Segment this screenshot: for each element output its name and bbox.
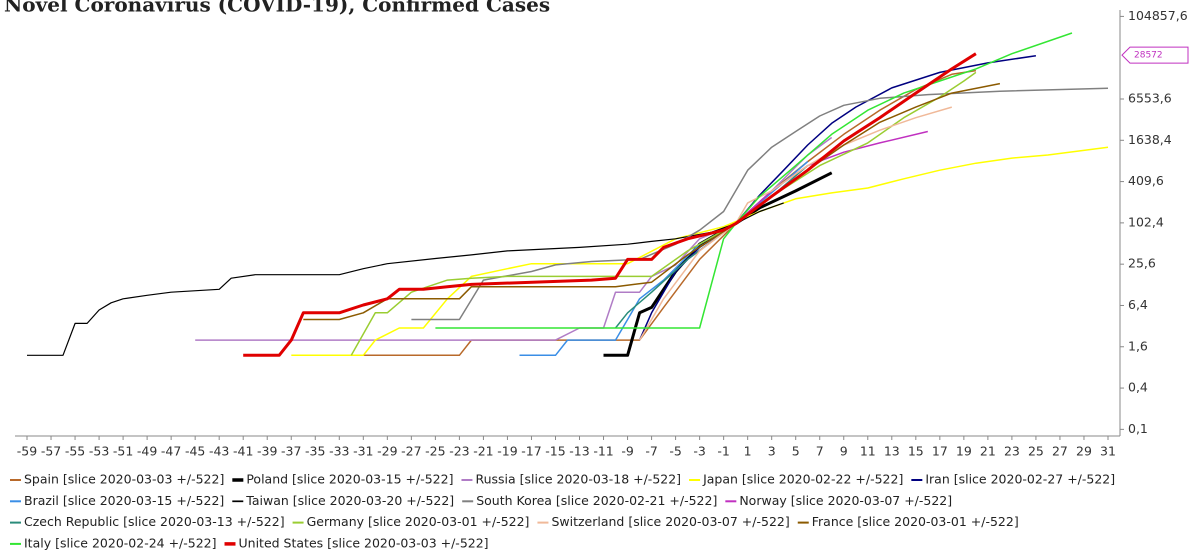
- x-tick-label: -13: [569, 444, 589, 459]
- x-tick-label: 21: [980, 444, 996, 459]
- series-line: [411, 87, 1109, 321]
- series-line: [638, 106, 953, 341]
- legend-label: Czech Republic [slice 2020-03-13 +/-522]: [24, 514, 285, 529]
- x-tick-label: -41: [233, 444, 253, 459]
- x-tick-label: -17: [521, 444, 541, 459]
- x-tick-label: 27: [1052, 444, 1068, 459]
- x-tick-label: -19: [497, 444, 517, 459]
- x-tick-label: 19: [956, 444, 972, 459]
- series-line: [339, 69, 977, 357]
- legend-label: Italy [slice 2020-02-24 +/-522]: [24, 535, 217, 550]
- x-tick-label: 7: [816, 444, 824, 459]
- x-tick-label: -3: [693, 444, 705, 459]
- x-tick-label: 25: [1028, 444, 1044, 459]
- x-tick-label: 3: [768, 444, 776, 459]
- legend-label: Poland [slice 2020-03-15 +/-522]: [246, 472, 453, 487]
- x-tick-label: -29: [377, 444, 397, 459]
- series-line: [243, 52, 977, 357]
- x-tick-label: -1: [717, 444, 729, 459]
- x-tick-label: -37: [281, 444, 301, 459]
- x-tick-label: -9: [621, 444, 634, 459]
- series-line: [638, 54, 1037, 341]
- legend-label: Switzerland [slice 2020-03-07 +/-522]: [551, 514, 789, 529]
- marker-callout: [1121, 46, 1189, 64]
- y-tick-label: 6553,6: [1128, 90, 1172, 105]
- y-tick-label: 0,1: [1128, 421, 1148, 436]
- legend-label: Brazil [slice 2020-03-15 +/-522]: [24, 493, 224, 508]
- x-tick-label: -51: [113, 444, 133, 459]
- x-tick-label: -45: [185, 444, 205, 459]
- y-tick-label: 1,6: [1128, 338, 1148, 353]
- x-tick-label: -25: [425, 444, 445, 459]
- y-tick-label: 104857,6: [1128, 8, 1188, 23]
- chart-title: Novel Coronavirus (COVID-19), Confirmed …: [4, 0, 550, 17]
- legend-label: United States [slice 2020-03-03 +/-522]: [239, 535, 489, 550]
- legend-label: Taiwan [slice 2020-03-20 +/-522]: [245, 493, 454, 508]
- x-tick-label: -31: [353, 444, 373, 459]
- series-line: [27, 202, 784, 356]
- x-tick-label: -57: [41, 444, 61, 459]
- x-tick-label: -27: [401, 444, 421, 459]
- x-tick-label: -33: [329, 444, 349, 459]
- legend-label: Russia [slice 2020-03-18 +/-522]: [475, 472, 681, 487]
- y-tick-label: 409,6: [1128, 173, 1164, 188]
- x-tick-label: 15: [908, 444, 924, 459]
- marker-label: 28572: [1134, 51, 1163, 61]
- x-tick-label: -35: [305, 444, 325, 459]
- x-tick-label: -47: [161, 444, 181, 459]
- x-tick-label: 9: [840, 444, 848, 459]
- x-tick-label: 17: [932, 444, 948, 459]
- x-tick-label: -5: [669, 444, 681, 459]
- legend-label: Iran [slice 2020-02-27 +/-522]: [925, 472, 1115, 487]
- legend-label: South Korea [slice 2020-02-21 +/-522]: [476, 493, 717, 508]
- y-tick-label: 25,6: [1128, 256, 1156, 271]
- legend-label: Germany [slice 2020-03-01 +/-522]: [307, 514, 530, 529]
- x-tick-label: 31: [1100, 444, 1116, 459]
- x-tick-label: 11: [860, 444, 876, 459]
- x-tick-label: -43: [209, 444, 229, 459]
- series-line: [435, 32, 1073, 329]
- series-line: [291, 146, 1109, 357]
- x-tick-label: 1: [744, 444, 752, 459]
- legend-label: France [slice 2020-03-01 +/-522]: [812, 514, 1019, 529]
- x-tick-label: 23: [1004, 444, 1020, 459]
- x-tick-label: -49: [137, 444, 157, 459]
- y-tick-label: 6,4: [1128, 297, 1148, 312]
- series-line: [303, 82, 1001, 321]
- y-tick-label: 0,4: [1128, 380, 1148, 395]
- x-tick-label: -55: [65, 444, 85, 459]
- x-tick-label: -53: [89, 444, 109, 459]
- legend-label: Norway [slice 2020-03-07 +/-522]: [739, 493, 952, 508]
- x-tick-label: 13: [884, 444, 900, 459]
- x-tick-label: 5: [792, 444, 800, 459]
- y-tick-label: 102,4: [1128, 214, 1164, 229]
- y-tick-label: 1638,4: [1128, 132, 1172, 147]
- series-line: [195, 136, 833, 341]
- x-tick-label: 29: [1076, 444, 1092, 459]
- x-tick-label: -39: [257, 444, 277, 459]
- x-tick-label: -15: [545, 444, 565, 459]
- x-tick-label: -23: [449, 444, 469, 459]
- series-line: [603, 171, 833, 357]
- x-tick-label: -59: [17, 444, 37, 459]
- legend: Spain [slice 2020-03-03 +/-522] Poland [s…: [10, 472, 1115, 550]
- legend-label: Spain [slice 2020-03-03 +/-522]: [24, 472, 224, 487]
- legend-label: Japan [slice 2020-02-22 +/-522]: [702, 472, 903, 487]
- series-line: [519, 161, 809, 357]
- x-tick-label: -21: [473, 444, 493, 459]
- x-tick-label: -11: [593, 444, 613, 459]
- x-tick-label: -7: [645, 444, 657, 459]
